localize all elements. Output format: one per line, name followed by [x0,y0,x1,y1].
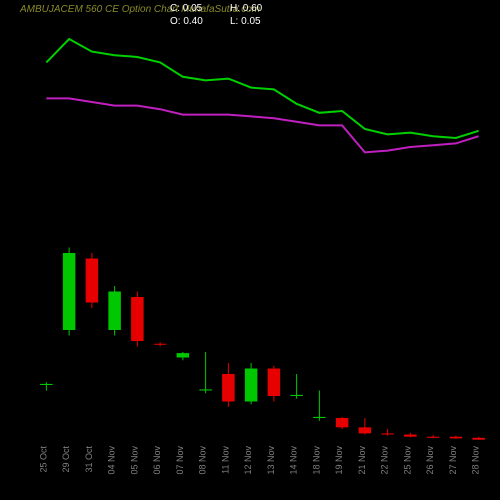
candle-body [40,384,53,385]
candle-body [359,427,372,433]
indicator-line-upper [46,39,478,138]
high-label: H: 0.60 [230,2,290,15]
x-axis-label: 18 Nov [311,446,321,475]
x-axis-label: 21 Nov [357,446,367,475]
candle-body [245,369,258,402]
x-axis-label: 07 Nov [175,446,185,475]
close-label: C: 0.05 [170,2,230,15]
x-axis-label: 29 Oct [61,446,71,473]
x-axis-label: 22 Nov [380,446,390,475]
x-axis-label: 11 Nov [220,446,230,474]
candle-body [86,259,99,303]
candle-body [177,353,190,357]
candle-body [154,344,167,345]
candle-body [404,435,417,437]
candle-body [268,369,281,397]
candle-body [450,437,463,439]
x-axis-label: 05 Nov [129,446,139,475]
candle-body [131,297,144,341]
candle-body [108,292,121,331]
candle-body [63,253,76,330]
x-axis-label: 25 Oct [38,446,48,473]
x-axis-label: 27 Nov [448,446,458,475]
x-axis-label: 06 Nov [152,446,162,475]
x-axis-label: 12 Nov [243,446,253,475]
price-chart: 25 Oct 29 Oct 31 Oct 04 Nov 05 Nov 06 Nov 07 N… [0,0,500,500]
candle-body [222,374,235,402]
candle-body [336,418,349,427]
x-axis-label: 25 Nov [402,446,412,475]
candle-body [472,438,485,440]
ohlc-readout: C: 0.05 H: 0.60 O: 0.40 L: 0.05 [170,2,290,28]
candle-body [199,389,212,390]
open-label: O: 0.40 [170,15,230,28]
x-axis-label: 13 Nov [266,446,276,475]
x-axis-label: 08 Nov [198,446,208,475]
x-axis-label: 19 Nov [334,446,344,475]
candle-body [313,417,326,418]
x-axis-label: 04 Nov [107,446,117,475]
x-axis-label: 28 Nov [471,446,481,475]
candle-body [427,437,440,438]
indicator-line-lower [46,98,478,152]
low-label: L: 0.05 [230,15,290,28]
x-axis-label: 31 Oct [84,446,94,473]
x-axis-label: 26 Nov [425,446,435,475]
x-axis-label: 14 Nov [289,446,299,475]
candle-body [381,433,394,434]
candle-body [290,395,303,396]
